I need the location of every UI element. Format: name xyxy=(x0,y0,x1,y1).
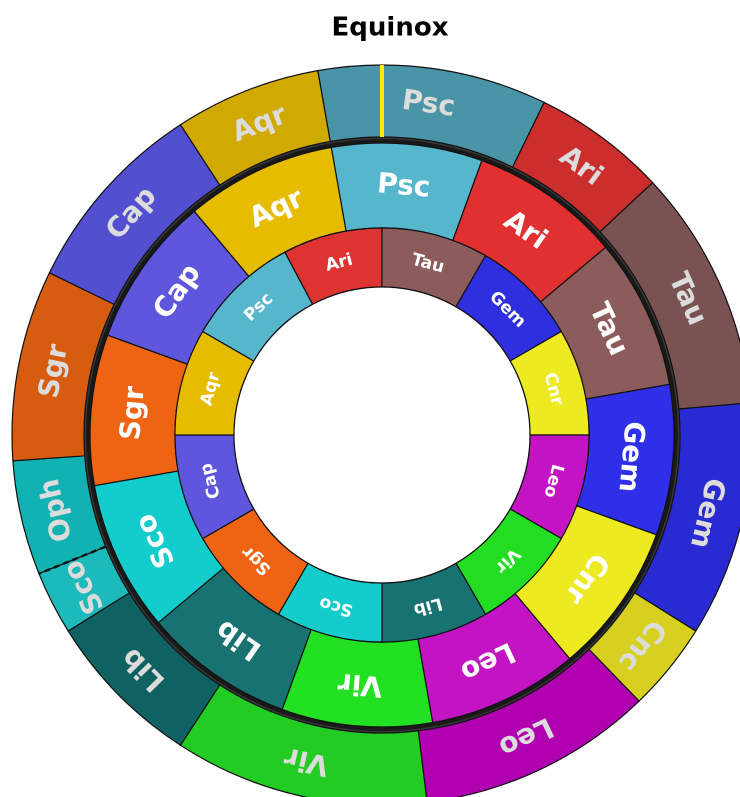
title: Equinox xyxy=(332,13,449,43)
segment-label: Sgr xyxy=(113,385,151,442)
segment xyxy=(179,69,331,186)
segment-label: Vir xyxy=(336,667,383,704)
segment-label: Psc xyxy=(376,166,432,204)
center-hole xyxy=(233,286,531,584)
segment-label: Psc xyxy=(400,83,457,123)
segment xyxy=(599,181,740,410)
segment-label: Gem xyxy=(613,420,652,494)
boundary-dashed xyxy=(38,545,107,575)
